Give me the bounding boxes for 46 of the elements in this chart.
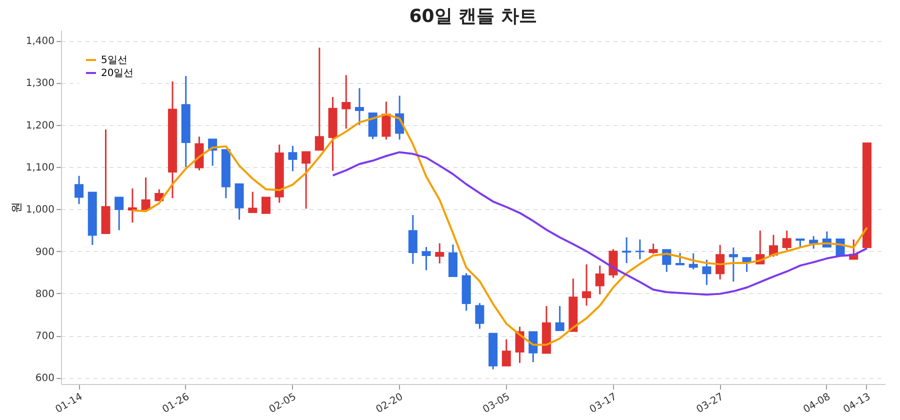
y-tick-label: 900	[35, 246, 54, 258]
y-tick-label: 600	[35, 373, 54, 384]
candlestick	[114, 196, 124, 231]
y-axis-title: 원	[10, 202, 23, 213]
candlestick	[368, 112, 378, 140]
candlestick	[435, 242, 444, 264]
y-tick-label: 1,100	[26, 162, 54, 174]
candlestick	[608, 248, 618, 279]
candlestick	[528, 330, 538, 363]
candlestick	[702, 258, 712, 286]
candlestick	[141, 176, 150, 210]
candlestick	[422, 246, 431, 271]
legend-label: 5일선	[101, 55, 128, 66]
candlestick	[314, 46, 324, 151]
candlestick	[502, 338, 511, 367]
candlestick	[448, 244, 458, 278]
candlestick	[782, 230, 792, 251]
candlestick	[262, 196, 270, 214]
legend-label: 20일선	[101, 68, 134, 79]
candlestick	[648, 242, 658, 255]
candlestick	[742, 256, 752, 273]
candlestick	[582, 264, 592, 306]
candlestick	[728, 246, 738, 282]
candlestick	[716, 244, 725, 280]
candlestick	[676, 252, 684, 266]
y-tick-label: 1,200	[26, 120, 54, 132]
y-tick-label: 700	[35, 331, 54, 342]
y-tick-label: 800	[35, 288, 54, 300]
line-series	[332, 151, 868, 296]
candlestick	[354, 87, 364, 126]
candlestick	[408, 214, 418, 265]
candlestick	[302, 151, 311, 210]
candlestick	[382, 100, 391, 140]
candlestick	[595, 264, 604, 295]
y-tick-label: 1,000	[26, 204, 54, 216]
candlestick	[515, 326, 524, 364]
chart-title: 60일 캔들 차트	[409, 6, 537, 27]
candlestick	[342, 74, 351, 130]
candlestick	[688, 252, 698, 270]
candlestick	[475, 302, 484, 330]
candlestick	[74, 175, 84, 205]
candlestick	[555, 305, 564, 332]
y-tick-label: 1,300	[26, 78, 54, 90]
candlestick	[288, 145, 298, 172]
candlestick	[248, 191, 258, 214]
y-tick-label: 1,400	[26, 36, 54, 48]
